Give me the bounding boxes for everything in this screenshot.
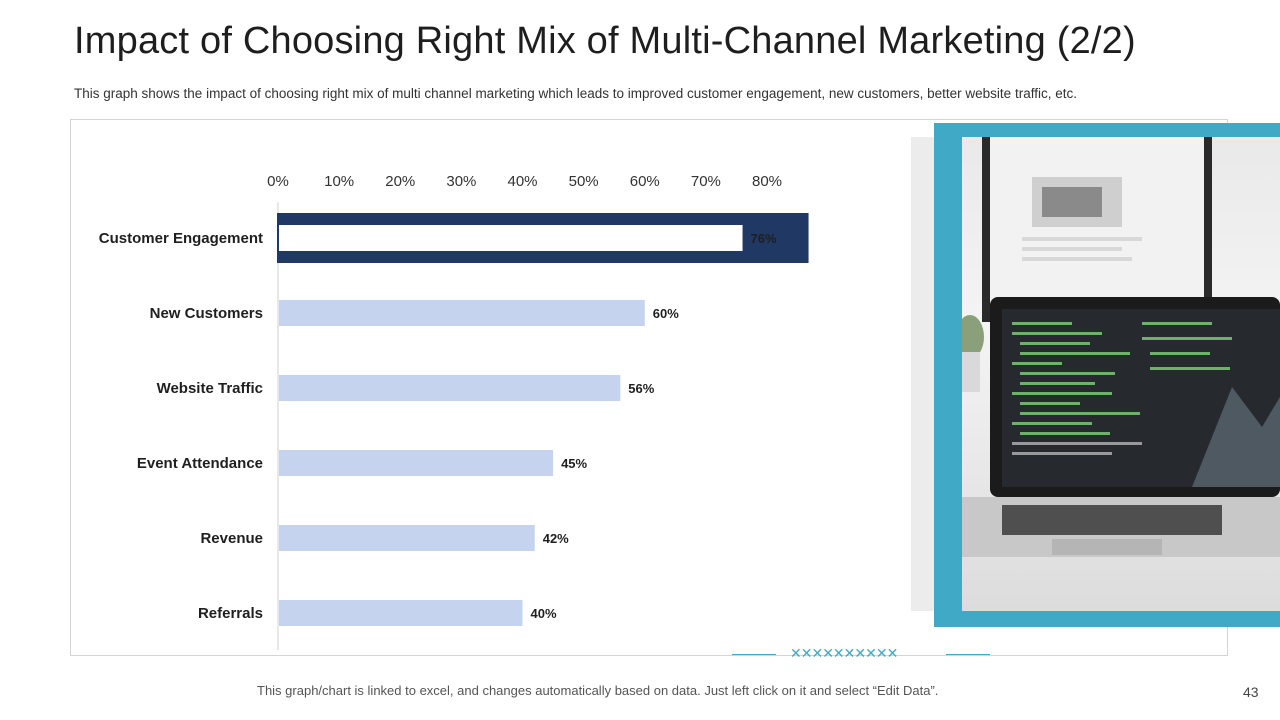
bar	[279, 525, 535, 551]
category-label: Referrals	[198, 605, 263, 622]
data-label: 40%	[531, 606, 557, 621]
data-label: 60%	[653, 306, 679, 321]
slide-subtitle: This graph shows the impact of choosing …	[74, 86, 1077, 101]
slide-title: Impact of Choosing Right Mix of Multi-Ch…	[74, 20, 1136, 62]
decorative-line-right	[946, 654, 990, 655]
page-number: 43	[1243, 684, 1259, 700]
bar	[279, 225, 743, 251]
category-label: Revenue	[200, 530, 263, 547]
decorative-line-left	[732, 654, 776, 655]
x-tick-label: 70%	[691, 173, 721, 190]
x-tick-label: 80%	[752, 173, 782, 190]
bar	[279, 450, 554, 476]
x-tick-label: 20%	[385, 173, 415, 190]
category-label: Website Traffic	[157, 380, 263, 397]
category-label: Customer Engagement	[99, 230, 263, 247]
bar	[279, 300, 645, 326]
footer-note: This graph/chart is linked to excel, and…	[257, 683, 939, 698]
data-label: 76%	[751, 231, 777, 246]
x-tick-label: 0%	[267, 173, 289, 190]
x-tick-label: 30%	[446, 173, 476, 190]
x-tick-label: 10%	[324, 173, 354, 190]
laptop-monitor-photo[interactable]	[962, 137, 1280, 611]
decorative-x-pattern: ✕✕✕✕✕✕✕✕✕✕	[790, 645, 898, 661]
category-label: Event Attendance	[137, 455, 263, 472]
x-tick-label: 40%	[507, 173, 537, 190]
x-tick-label: 60%	[630, 173, 660, 190]
bar	[279, 375, 621, 401]
data-label: 56%	[628, 381, 654, 396]
data-label: 42%	[543, 531, 569, 546]
x-tick-label: 50%	[569, 173, 599, 190]
bar	[279, 600, 523, 626]
data-label: 45%	[561, 456, 587, 471]
category-label: New Customers	[150, 305, 263, 322]
